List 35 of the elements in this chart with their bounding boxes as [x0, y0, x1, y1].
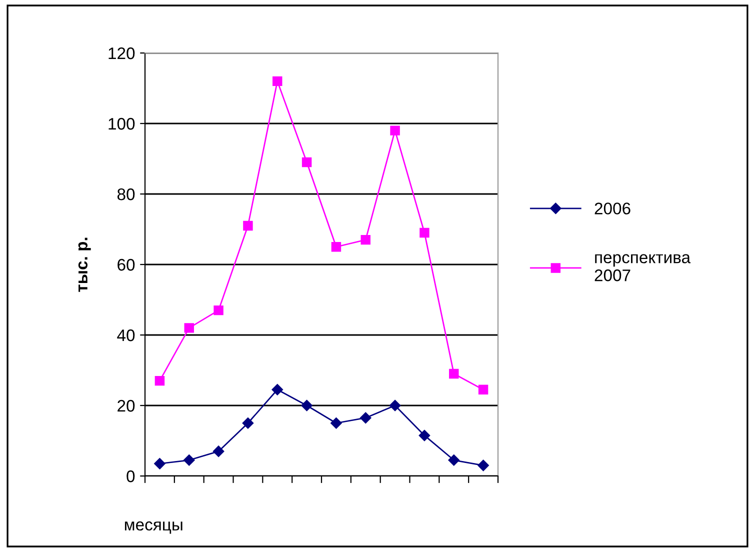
point — [389, 400, 401, 412]
point — [154, 458, 166, 470]
point — [418, 430, 430, 442]
legend-label: 2006 — [594, 202, 630, 214]
point — [154, 376, 165, 386]
x-axis-title: месяцы — [124, 521, 182, 534]
point — [478, 460, 489, 472]
point — [331, 242, 342, 252]
point — [184, 323, 194, 333]
point — [449, 368, 459, 379]
point — [184, 454, 195, 466]
point — [212, 446, 224, 457]
y-tick-label: 20 — [118, 400, 135, 412]
y-tick-label: 60 — [118, 258, 135, 271]
point — [478, 384, 488, 394]
point — [330, 418, 342, 429]
point — [448, 454, 460, 466]
point — [301, 400, 312, 412]
point — [360, 412, 372, 424]
y-tick-label: 120 — [108, 47, 135, 60]
point — [242, 418, 254, 429]
point — [272, 384, 283, 396]
point — [420, 228, 430, 238]
legend-label: перспектива 2007 — [594, 254, 691, 282]
y-tick-label: 40 — [117, 329, 135, 342]
point — [390, 126, 400, 136]
y-tick-label: 100 — [108, 118, 135, 130]
y-tick-label: 0 — [126, 470, 135, 482]
point — [360, 234, 370, 245]
y-axis-title: тыс. р. — [78, 238, 91, 292]
point — [214, 305, 224, 316]
y-tick-label: 80 — [117, 188, 135, 200]
point — [302, 157, 312, 168]
point — [243, 220, 253, 231]
point — [272, 76, 282, 86]
